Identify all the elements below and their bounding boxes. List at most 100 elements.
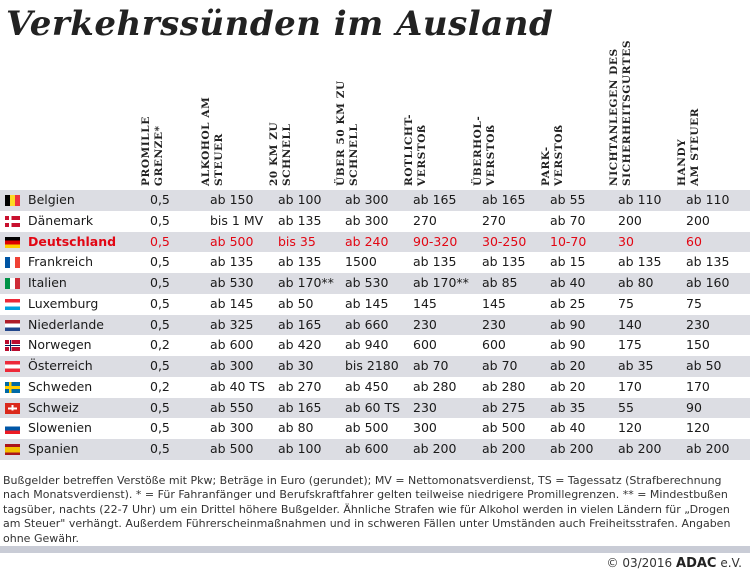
column-header: HANDY AM STEUER	[672, 40, 732, 190]
table-cell: ab 135	[278, 254, 322, 270]
country-name: Belgien	[28, 192, 75, 207]
table-cell: ab 450	[345, 378, 389, 394]
table-cell: ab 165	[482, 192, 526, 207]
table-row: Niederlande 0,5 ab 325 ab 165 ab 660 230 230 ab…	[0, 314, 750, 336]
adac-logo: ADAC	[676, 556, 717, 571]
country-name: Italien	[28, 275, 67, 290]
table-cell: ab 200	[413, 441, 457, 456]
table-cell: 230	[413, 399, 437, 415]
table-row: Österreich 0,5 ab 300 ab 30 bis 2180 ab 70 ab …	[0, 356, 750, 377]
table-cell: ab 85	[482, 275, 518, 290]
table-cell: 120	[618, 420, 642, 436]
table-row: Schweden 0,2 ab 40 TS ab 270 ab 450 ab 280 ab …	[0, 377, 750, 398]
table-cell: 230	[413, 316, 437, 332]
table-cell: 0,5	[150, 420, 170, 436]
table-cell: 600	[482, 337, 506, 353]
table-cell: ab 165	[278, 316, 322, 332]
table-cell: 0,5	[150, 254, 170, 270]
flag-fr-icon	[5, 257, 20, 269]
column-header-label: NICHTANLEGEN DES SICHERHEITSGURTES	[608, 40, 633, 186]
column-header: ÜBER 50 KM ZU SCHNELL	[331, 40, 391, 190]
table-cell: ab 145	[210, 295, 254, 311]
country-name: Deutschland	[28, 233, 117, 249]
table-cell: 145	[482, 295, 506, 311]
table-cell: 0,2	[150, 378, 170, 394]
table-cell: 60	[686, 233, 702, 249]
table-cell: 0,5	[150, 358, 170, 373]
table-cell: 270	[413, 212, 437, 228]
table-cell: 170	[618, 378, 642, 394]
table-cell: ab 500	[482, 420, 526, 436]
column-header-label: ROTLICHT- VERSTOß	[403, 113, 428, 186]
table-cell: ab 200	[618, 441, 662, 456]
table-cell: ab 660	[345, 316, 389, 332]
table-cell: 140	[618, 316, 642, 332]
table-cell: 170	[686, 378, 710, 394]
column-header-label: HANDY AM STEUER	[676, 107, 701, 186]
table-cell: ab 110	[618, 192, 662, 207]
column-header-label: PARK- VERSTOß	[540, 124, 565, 186]
column-header: PROMILLE GRENZE*	[136, 40, 196, 190]
country-name: Luxemburg	[28, 295, 99, 311]
table-cell: ab 100	[278, 441, 322, 456]
table-cell: 55	[618, 399, 634, 415]
table-cell: ab 50	[686, 358, 722, 373]
table-row: Spanien 0,5 ab 500 ab 100 ab 600 ab 200 ab 200…	[0, 439, 750, 460]
country-name: Norwegen	[28, 337, 92, 353]
table-cell: ab 500	[210, 233, 254, 249]
table-cell: 0,5	[150, 212, 170, 228]
table-cell: ab 135	[413, 254, 457, 270]
footer-divider	[0, 546, 750, 553]
table-cell: 0,5	[150, 399, 170, 415]
table-cell: ab 325	[210, 316, 254, 332]
country-name: Schweiz	[28, 399, 79, 415]
column-header: NICHTANLEGEN DES SICHERHEITSGURTES	[604, 40, 664, 190]
flag-no-icon	[5, 340, 20, 352]
table-cell: ab 170**	[413, 275, 469, 290]
table-cell: ab 35	[618, 358, 654, 373]
table-cell: ab 40 TS	[210, 378, 266, 394]
country-name: Spanien	[28, 441, 79, 456]
table-cell: 0,5	[150, 295, 170, 311]
table-cell: ab 90	[550, 316, 586, 332]
table-cell: ab 160	[686, 275, 730, 290]
table-cell: ab 300	[345, 192, 389, 207]
table-cell: ab 200	[550, 441, 594, 456]
table-cell: ab 25	[550, 295, 586, 311]
table-cell: ab 500	[210, 441, 254, 456]
table-cell: ab 15	[550, 254, 586, 270]
table-cell: ab 530	[345, 275, 389, 290]
flag-be-icon	[5, 195, 20, 206]
table-cell: ab 550	[210, 399, 254, 415]
table-cell: ab 135	[618, 254, 662, 270]
table-cell: 600	[413, 337, 437, 353]
table-cell: ab 420	[278, 337, 322, 353]
table-cell: ab 90	[550, 337, 586, 353]
table-cell: ab 20	[550, 358, 586, 373]
column-header: 20 KM ZU SCHNELL	[264, 40, 324, 190]
table-cell: ab 600	[345, 441, 389, 456]
table-cell: ab 240	[345, 233, 389, 249]
table-cell: 75	[686, 295, 702, 311]
flag-nl-icon	[5, 319, 20, 331]
table-cell: 0,5	[150, 192, 170, 207]
table-cell: 30-250	[482, 233, 527, 249]
table-cell: ab 20	[550, 378, 586, 394]
flag-es-icon	[5, 444, 20, 455]
table-cell: ab 300	[210, 420, 254, 436]
table-cell: ab 500	[345, 420, 389, 436]
table-cell: 145	[413, 295, 437, 311]
column-headers: PROMILLE GRENZE* ALKOHOL AM STEUER 20 KM Z…	[0, 40, 750, 190]
table-cell: 0,5	[150, 275, 170, 290]
table-row: Dänemark 0,5 bis 1 MV ab 135 ab 300 270 270 ab …	[0, 211, 750, 232]
table-cell: ab 110	[686, 192, 730, 207]
table-cell: ab 55	[550, 192, 586, 207]
table-cell: ab 35	[550, 399, 586, 415]
table-row: Belgien 0,5 ab 150 ab 100 ab 300 ab 165 ab 165…	[0, 190, 750, 211]
table-row: Schweiz 0,5 ab 550 ab 165 ab 60 TS 230 ab 275 a…	[0, 397, 750, 419]
country-name: Slowenien	[28, 420, 92, 436]
table-cell: 0,5	[150, 233, 170, 249]
table-cell: ab 100	[278, 192, 322, 207]
table-cell: 10-70	[550, 233, 587, 249]
flag-se-icon	[5, 381, 20, 393]
